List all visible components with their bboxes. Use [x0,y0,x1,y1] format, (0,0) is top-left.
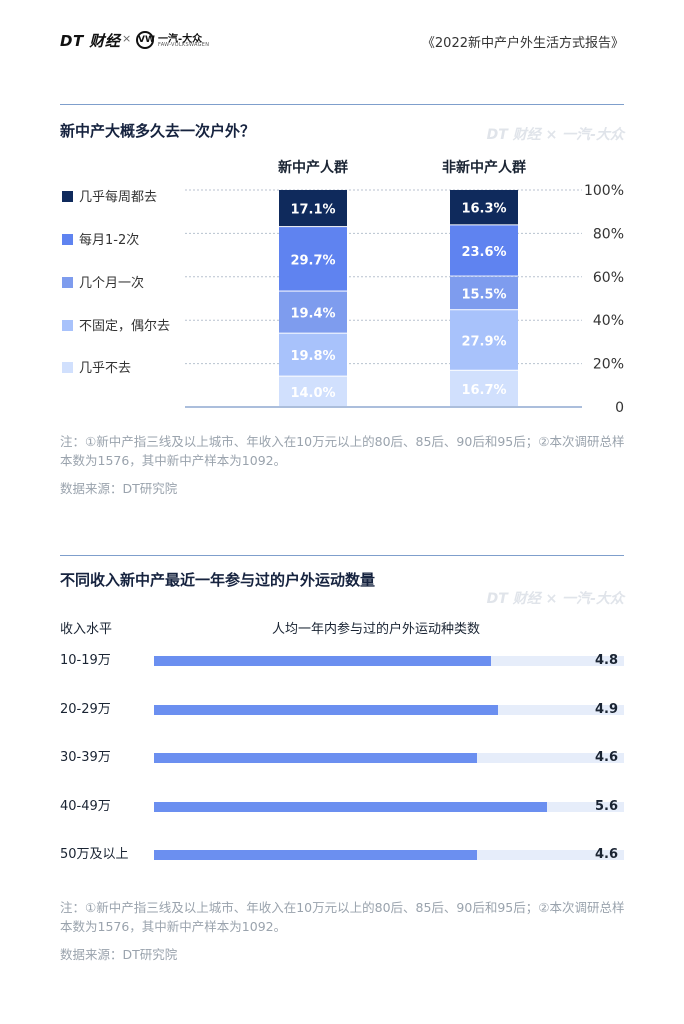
data-label: 19.8% [290,349,335,364]
data-label: 23.6% [461,245,506,260]
bar-fill [154,704,498,715]
bar-segment [279,333,347,376]
data-label: 16.3% [461,202,506,217]
legend-label: 几乎不去 [79,361,132,376]
bar-fill [154,850,477,860]
bar-segment [450,276,518,310]
legend-item: 不固定，偶尔去 [62,319,170,335]
bar-segment [450,225,518,276]
income-category-label: 40-49万 [60,798,111,814]
data-label: 17.1% [290,203,335,218]
data-label: 15.5% [461,287,506,302]
legend-label: 每月1-2次 [79,233,140,248]
legend-item: 每月1-2次 [62,233,139,249]
y-tick-label: 60% [593,270,624,286]
data-label: 27.9% [461,334,506,349]
data-label: 19.4% [290,307,335,322]
legend-swatch [62,191,73,202]
legend-label: 几乎每周都去 [79,190,158,205]
legend-label: 不固定，偶尔去 [79,319,171,334]
value-header: 人均一年内参与过的户外运动种类数 [272,622,481,637]
bar-segment [279,190,347,227]
category-label: 非新中产人群 [442,159,526,176]
bar-segment [279,291,347,333]
legend-swatch [62,362,73,373]
bar-value-label: 4.6 [594,750,618,765]
legend-swatch [62,234,73,245]
income-category-label: 50万及以上 [60,847,129,862]
legend-item: 几乎不去 [62,361,131,377]
section2-title: 不同收入新中产最近一年参与过的户外运动数量 [60,571,376,589]
bar-segment [450,190,518,225]
page-header: DT 财经 × VW 一汽-大众 FAW-VOLKSWAGEN 《2022新中产… [60,30,624,52]
watermark-logo: DT 财经 × 一汽-大众 [486,127,624,143]
bar-value-label: 5.6 [594,798,618,814]
logo-separator: × [122,32,132,45]
report-title: 《2022新中产户外生活方式报告》 [421,36,624,51]
legend-label: 几个月一次 [79,276,145,291]
y-tick-label: 40% [593,313,624,329]
bar-segment [279,227,347,291]
category-label: 新中产人群 [278,159,348,176]
bar-fill [154,656,491,666]
legend-swatch [62,320,73,331]
bar-value-label: 4.6 [594,847,618,862]
dt-logo: DT 财经 [60,32,121,50]
bar-value-label: 4.9 [594,701,618,717]
data-label: 14.0% [290,386,335,401]
category-header: 收入水平 [60,622,113,637]
bar-segment [450,310,518,370]
y-tick-label: 80% [593,226,624,242]
legend-item: 几乎每周都去 [62,190,157,206]
y-tick-label: 20% [593,357,624,373]
y-tick-label: 100% [584,183,624,199]
section1-note: 注：①新中产指三线及以上城市、年收入在10万元以上的80后、85后、90后和95… [60,434,625,468]
bar-track: 5.6 [154,799,624,814]
bar-segment [450,370,518,406]
stacked-bar-chart: 0 20% 40% 60% 80% 100% 新中产人群 14.0% 19.8% 19.4% 29.… [185,159,624,416]
vw-logo-icon: VW [136,31,155,49]
bar-fill [154,801,547,812]
section2-source: 数据来源：DT研究院 [60,947,178,962]
data-label: 16.7% [461,383,506,398]
section1-source: 数据来源：DT研究院 [60,481,178,496]
faw-logo-subtext: FAW-VOLKSWAGEN [158,42,210,48]
section1-title: 新中产大概多久去一次户外？ [60,122,256,140]
bar-segment [279,376,347,406]
legend-item: 几个月一次 [62,276,144,292]
income-category-label: 30-39万 [60,750,111,765]
income-category-label: 20-29万 [60,701,111,717]
legend-swatch [62,277,73,288]
faw-logo: 一汽-大众 [158,34,203,45]
bar-track: 4.6 [154,750,624,765]
section2-note: 注：①新中产指三线及以上城市、年收入在10万元以上的80后、85后、90后和95… [60,900,625,934]
bar-track: 4.8 [154,653,624,668]
section-divider [60,104,624,105]
bar-fill [154,753,477,763]
bar-track: 4.9 [154,702,624,717]
y-tick-label: 0 [615,400,624,416]
data-label: 29.7% [290,253,335,268]
section-divider [60,555,624,556]
watermark-logo: DT 财经 × 一汽-大众 [486,591,624,607]
income-category-label: 10-19万 [60,653,111,668]
bar-value-label: 4.8 [594,653,618,668]
bar-track: 4.6 [154,847,624,862]
